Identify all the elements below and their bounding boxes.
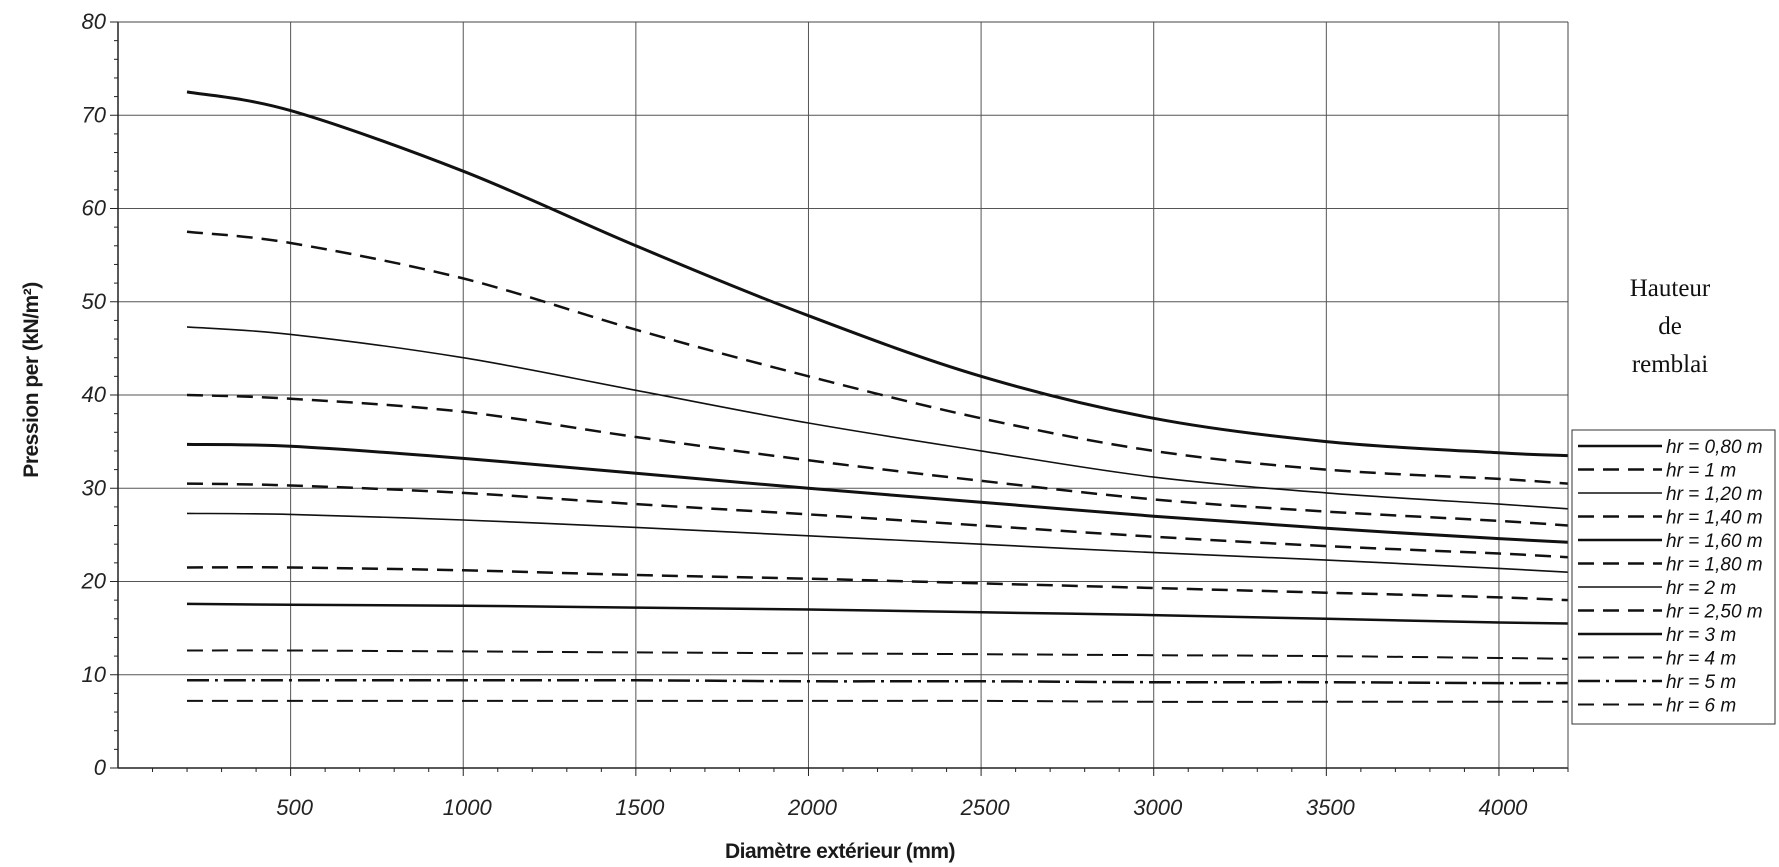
legend-label-2: hr = 1 m <box>1666 461 1736 482</box>
legend-title: Hauteur de remblai <box>1630 275 1711 378</box>
series-line-11 <box>186 679 1569 685</box>
legend-label-9: hr = 3 m <box>1666 625 1736 646</box>
x-tick-label: 3000 <box>1133 795 1183 820</box>
y-tick-label: 20 <box>81 569 107 594</box>
grid <box>118 22 1568 768</box>
legend-box <box>1571 429 1776 725</box>
series-line-9 <box>186 602 1569 625</box>
legend-label-1: hr = 0,80 m <box>1666 437 1763 458</box>
x-tick-label: 1000 <box>443 795 493 820</box>
y-tick-label: 60 <box>82 196 107 221</box>
legend-title-line: de <box>1658 313 1682 340</box>
series-line-4 <box>186 393 1569 527</box>
legend-label-11: hr = 5 m <box>1666 672 1736 693</box>
legend-label-5: hr = 1,60 m <box>1666 531 1763 552</box>
series-line-10 <box>186 649 1569 660</box>
y-axis-title: Pression per (kN/m²) <box>20 282 43 477</box>
y-tick-label: 0 <box>94 755 107 780</box>
series-line-6 <box>186 482 1569 559</box>
y-tick-label: 50 <box>82 289 107 314</box>
series-line-5 <box>186 442 1569 544</box>
y-tick-label: 80 <box>82 9 107 34</box>
legend-label-10: hr = 4 m <box>1666 649 1736 670</box>
y-tick-label: 10 <box>82 662 107 687</box>
series-line-1 <box>186 90 1569 458</box>
legend-label-7: hr = 2 m <box>1666 578 1736 599</box>
x-tick-label: 2000 <box>787 795 838 820</box>
tick-labels: 0 10 20 30 40 50 60 70 80 500 1000 1500 2000 2500 3000… <box>81 9 1529 820</box>
y-tick-label: 30 <box>82 475 107 500</box>
legend-label-4: hr = 1,40 m <box>1666 508 1763 529</box>
y-tick-label: 70 <box>82 102 107 127</box>
x-tick-label: 3500 <box>1306 795 1356 820</box>
series-line-7 <box>186 512 1569 573</box>
legend: hr = 0,80 m hr = 1 mhr = 1,20 m hr = 1,40 … <box>1571 429 1776 725</box>
x-axis-title: Diamètre extérieur (mm) <box>725 840 955 863</box>
x-tick-label: 500 <box>276 795 313 820</box>
x-tick-label: 1500 <box>615 795 665 820</box>
x-tick-label: 2500 <box>960 795 1011 820</box>
series-line-12 <box>187 699 1568 703</box>
x-tick-label: 4000 <box>1478 795 1528 820</box>
legend-label-6: hr = 1,80 m <box>1666 555 1763 576</box>
legend-label-12: hr = 6 m <box>1666 696 1736 717</box>
legend-title-line: remblai <box>1632 351 1708 378</box>
legend-label-3: hr = 1,20 m <box>1666 484 1763 505</box>
plot-area <box>186 90 1569 703</box>
legend-label-8: hr = 2,50 m <box>1666 602 1763 623</box>
series-line-3 <box>186 326 1569 510</box>
y-tick-label: 40 <box>82 382 107 407</box>
series-line-8 <box>186 566 1569 602</box>
legend-title-line: Hauteur <box>1630 275 1711 302</box>
axes <box>110 21 1569 776</box>
series-line-2 <box>186 230 1569 485</box>
